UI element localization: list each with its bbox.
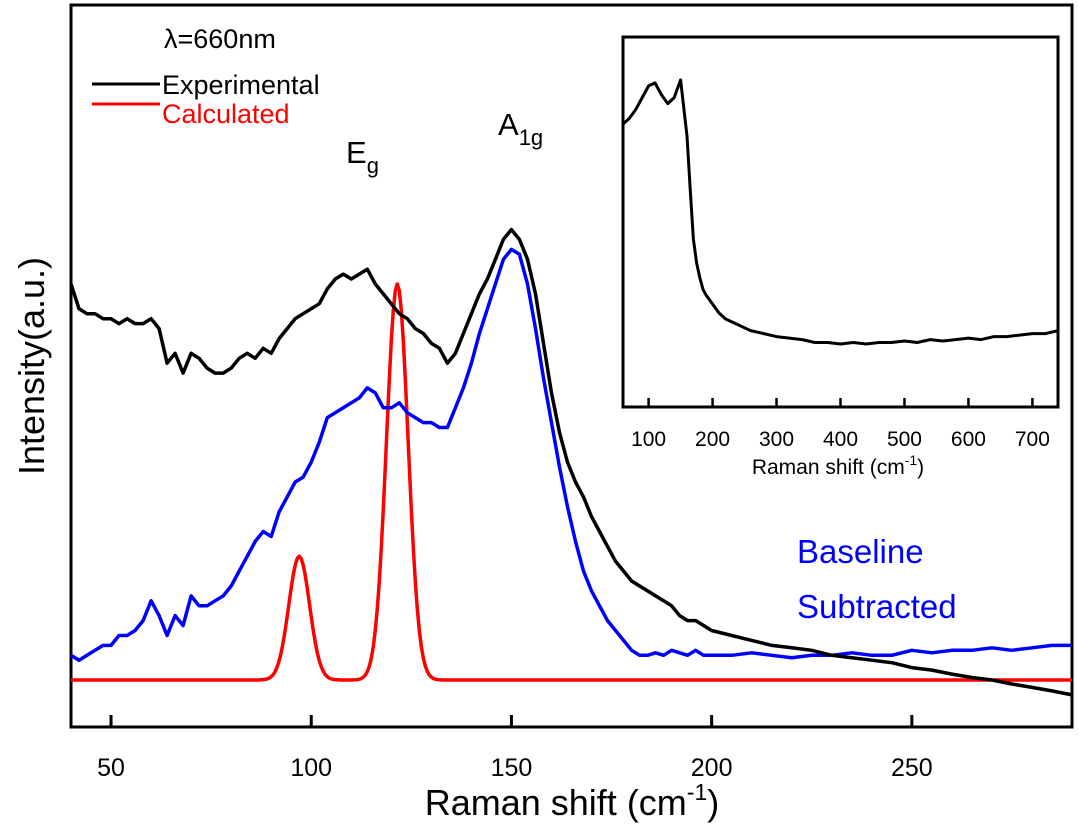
inset-series-layer bbox=[621, 78, 1059, 346]
main-x-tick-label-250: 250 bbox=[891, 754, 933, 782]
series-line-baseline-subtracted bbox=[70, 247, 1072, 662]
legend-label-experimental: Experimental bbox=[162, 70, 320, 100]
inset-x-ticks: 100 200 300 400 500 600 700 bbox=[631, 398, 1050, 451]
main-x-tick-label-100: 100 bbox=[290, 754, 332, 782]
legend-title: λ=660nm bbox=[164, 24, 276, 54]
main-x-tick-label-150: 150 bbox=[491, 754, 533, 782]
inset-x-tick-label-100: 100 bbox=[631, 428, 666, 451]
peak-label-eg-sub: g bbox=[367, 153, 379, 178]
inset-x-axis-title: Raman shift (cm-1) bbox=[752, 452, 924, 479]
main-x-tick-label-200: 200 bbox=[691, 754, 733, 782]
inset-x-axis-title-sup: -1 bbox=[905, 452, 918, 468]
inset-x-tick-label-200: 200 bbox=[695, 428, 730, 451]
annotation-subtracted: Subtracted bbox=[797, 588, 957, 625]
main-x-tick-label-50: 50 bbox=[97, 754, 125, 782]
peak-label-a1g-sub: 1g bbox=[519, 125, 543, 150]
y-axis-title: Intensity(a.u.) bbox=[11, 257, 52, 475]
peak-label-eg: Eg bbox=[346, 135, 379, 178]
legend: λ=660nm Experimental Calculated bbox=[92, 24, 320, 129]
main-series-layer bbox=[69, 227, 1073, 697]
x-axis-title-close: ) bbox=[707, 782, 719, 823]
x-axis-title-sup: -1 bbox=[687, 779, 707, 805]
main-x-ticks: 50 100 150 200 250 bbox=[97, 715, 933, 782]
inset-x-tick-label-700: 700 bbox=[1015, 428, 1050, 451]
x-axis-title: Raman shift (cm-1) bbox=[425, 779, 720, 823]
main-plot-frame bbox=[69, 3, 1074, 729]
inset-x-tick-label-400: 400 bbox=[823, 428, 858, 451]
inset-x-tick-label-300: 300 bbox=[759, 428, 794, 451]
annotation-baseline: Baseline bbox=[797, 533, 924, 570]
inset-x-tick-label-500: 500 bbox=[887, 428, 922, 451]
inset-x-axis-title-close: ) bbox=[917, 456, 924, 479]
peak-label-a1g: A1g bbox=[498, 107, 543, 150]
series-line-calculated bbox=[71, 282, 1072, 682]
series-line-experimental bbox=[69, 227, 1073, 697]
inset-background bbox=[623, 37, 1058, 407]
legend-label-calculated: Calculated bbox=[162, 99, 290, 129]
inset-series-line bbox=[621, 78, 1059, 346]
inset-x-tick-label-600: 600 bbox=[951, 428, 986, 451]
inset-chart: 100 200 300 400 500 600 700 Raman shift (cm-1) bbox=[621, 35, 1060, 479]
